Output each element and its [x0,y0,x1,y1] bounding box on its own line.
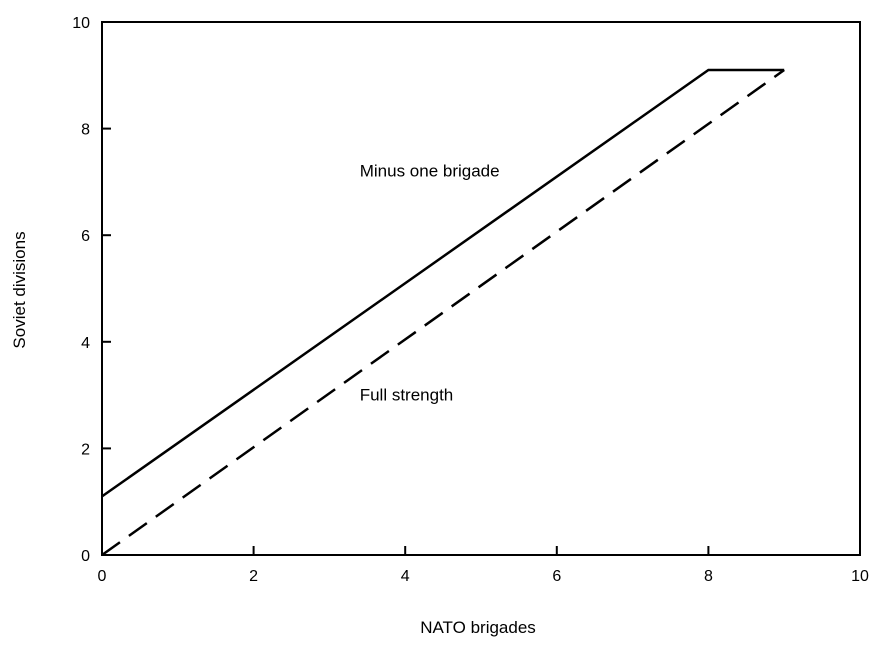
y-tick-label: 6 [81,228,90,245]
x-tick-label: 8 [704,568,713,585]
y-axis-title: Soviet divisions [10,231,29,348]
series-line-solid [101,68,785,498]
annotation-label: Minus one brigade [360,162,500,181]
y-tick-label: 0 [81,548,90,565]
annotation-label: Full strength [360,385,454,404]
x-tick-label: 4 [401,568,410,585]
x-tick-label: 0 [98,568,107,585]
x-tick-label: 6 [552,568,561,585]
y-tick-label: 4 [81,335,90,352]
x-tick-label: 10 [851,568,869,585]
series-line-dashed [101,68,785,557]
x-tick-label: 2 [249,568,258,585]
y-tick-label: 2 [81,441,90,458]
plot-frame [101,21,861,556]
y-tick-label: 10 [72,15,90,32]
x-axis-title: NATO brigades [420,618,536,637]
y-tick-label: 8 [81,122,90,139]
